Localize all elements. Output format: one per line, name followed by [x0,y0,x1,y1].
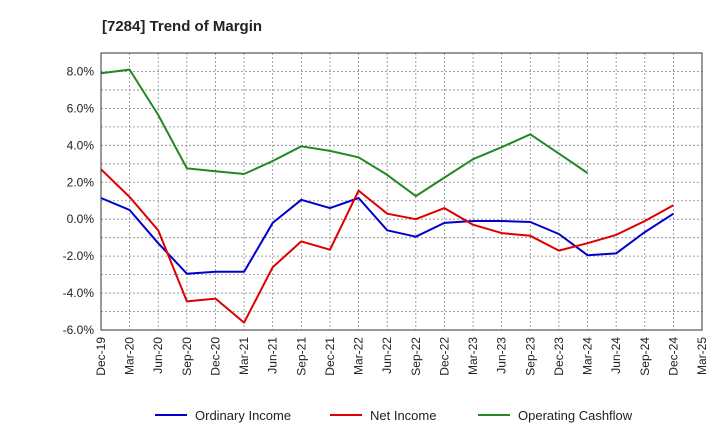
y-tick-label: 6.0% [67,101,95,115]
series-line-ordinary-income [100,197,674,275]
series-lines [100,68,674,324]
x-tick-label: Mar-23 [466,337,480,375]
x-axis-ticks: Dec-19 Mar-20 Jun-20 Sep-20 Dec-20 Mar-21 Jun-… [94,337,709,376]
x-tick-label: Dec-20 [208,337,222,376]
x-tick-label: Mar-24 [581,337,595,375]
grid-lines [101,52,702,331]
x-tick-label: Mar-20 [123,337,137,375]
x-tick-label: Dec-19 [94,337,108,376]
x-tick-label: Dec-24 [666,337,680,376]
x-tick-label: Mar-25 [695,337,709,375]
plot-frame [100,52,703,331]
y-tick-label: 0.0% [67,212,95,226]
y-tick-label: 8.0% [67,64,95,78]
y-tick-label: 4.0% [67,138,95,152]
y-tick-label: -2.0% [63,249,95,263]
x-tick-label: Jun-23 [495,337,509,374]
x-tick-label: Dec-23 [552,337,566,376]
legend-label-net-income: Net Income [370,408,436,423]
x-tick-label: Sep-24 [638,337,652,376]
legend: Ordinary Income Net Income Operating Cashf… [155,408,633,423]
x-tick-label: Dec-21 [323,337,337,376]
x-tick-label: Jun-22 [380,337,394,374]
x-tick-label: Sep-23 [523,337,537,376]
x-tick-label: Sep-22 [409,337,423,376]
x-tick-label: Jun-21 [266,337,280,374]
chart-title: [7284] Trend of Margin [102,18,262,35]
series-line-net-income [100,168,674,324]
x-tick-label: Jun-24 [609,337,623,374]
x-tick-label: Jun-20 [151,337,165,374]
legend-label-operating-cashflow: Operating Cashflow [518,408,633,423]
legend-label-ordinary-income: Ordinary Income [195,408,291,423]
y-tick-label: -4.0% [63,286,95,300]
y-axis-ticks: 8.0% 6.0% 4.0% 2.0% 0.0% -2.0% -4.0% -6.0% [63,64,95,337]
x-tick-label: Sep-20 [180,337,194,376]
x-tick-label: Dec-22 [437,337,451,376]
series-line-operating-cashflow [100,68,589,198]
y-tick-label: 2.0% [67,175,95,189]
x-tick-label: Mar-22 [352,337,366,375]
y-tick-label: -6.0% [63,323,95,337]
x-tick-label: Sep-21 [294,337,308,376]
x-tick-label: Mar-21 [237,337,251,375]
